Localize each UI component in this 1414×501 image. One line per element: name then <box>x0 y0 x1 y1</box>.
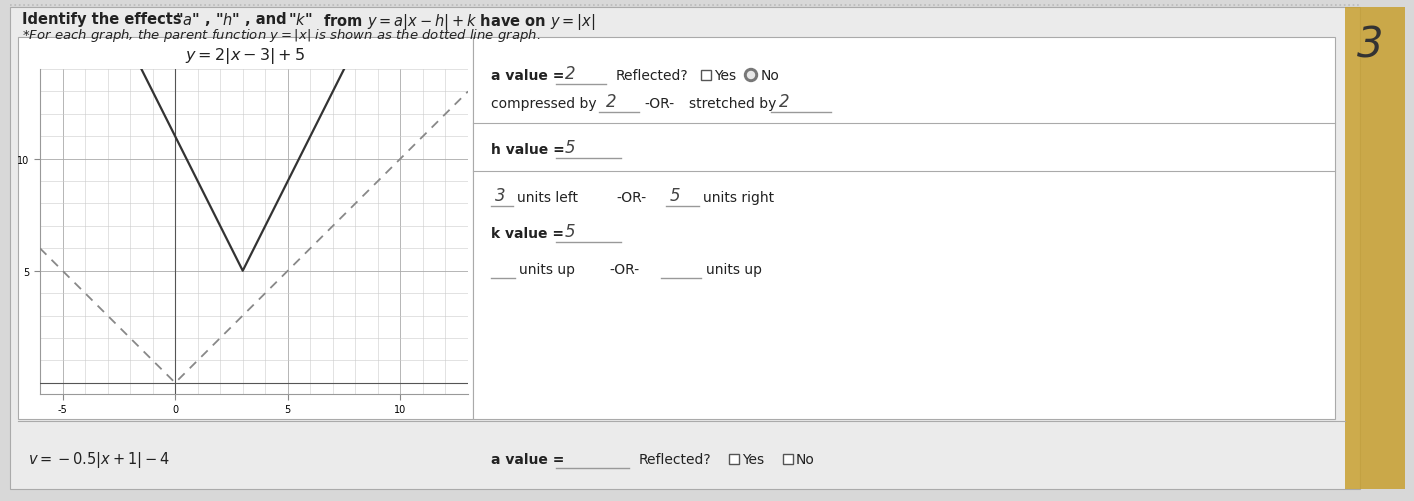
Text: h value =: h value = <box>491 143 570 157</box>
Text: ,: , <box>205 12 216 27</box>
Text: -OR-: -OR- <box>617 190 646 204</box>
Text: 5: 5 <box>566 139 575 157</box>
Bar <box>18 38 474 419</box>
Circle shape <box>748 72 755 79</box>
Text: Yes: Yes <box>714 69 737 83</box>
Text: "$a$": "$a$" <box>175 12 199 28</box>
Text: -OR-: -OR- <box>609 263 639 277</box>
Text: 5: 5 <box>566 222 575 240</box>
Text: compressed by: compressed by <box>491 97 597 111</box>
Text: 3: 3 <box>495 187 506 204</box>
Text: 2: 2 <box>779 93 789 111</box>
Text: units left: units left <box>518 190 578 204</box>
Bar <box>701 71 711 81</box>
Text: k value =: k value = <box>491 226 568 240</box>
Bar <box>783 454 793 464</box>
Text: units up: units up <box>519 263 575 277</box>
Text: units up: units up <box>706 263 762 277</box>
Text: 5: 5 <box>670 187 680 204</box>
Text: "$h$": "$h$" <box>215 12 240 28</box>
Text: *For each graph, the parent function $y=|x|$ is shown as the dotted line graph.: *For each graph, the parent function $y=… <box>23 27 540 44</box>
Text: Identify the effects: Identify the effects <box>23 12 187 27</box>
Text: 2: 2 <box>566 65 575 83</box>
Text: $y = 2|x - 3| + 5$: $y = 2|x - 3| + 5$ <box>185 46 305 66</box>
Text: , and: , and <box>245 12 291 27</box>
Text: a value =: a value = <box>491 69 570 83</box>
Text: a value =: a value = <box>491 452 570 466</box>
Bar <box>474 38 1335 419</box>
Text: No: No <box>796 452 814 466</box>
Text: units right: units right <box>703 190 773 204</box>
Bar <box>730 454 740 464</box>
Circle shape <box>745 69 758 82</box>
Text: Yes: Yes <box>742 452 764 466</box>
Text: stretched by: stretched by <box>689 97 776 111</box>
Text: Reflected?: Reflected? <box>617 69 689 83</box>
Text: $v = -0.5|x + 1| - 4$: $v = -0.5|x + 1| - 4$ <box>28 449 170 469</box>
Text: Reflected?: Reflected? <box>639 452 711 466</box>
Text: from $y=a|x-h|+k$ have on $y=|x|$: from $y=a|x-h|+k$ have on $y=|x|$ <box>318 12 595 32</box>
Text: No: No <box>761 69 781 83</box>
Bar <box>1345 8 1406 489</box>
Text: 3: 3 <box>1357 24 1383 66</box>
Text: "$k$": "$k$" <box>288 12 312 28</box>
Text: 2: 2 <box>607 93 617 111</box>
Text: -OR-: -OR- <box>643 97 674 111</box>
